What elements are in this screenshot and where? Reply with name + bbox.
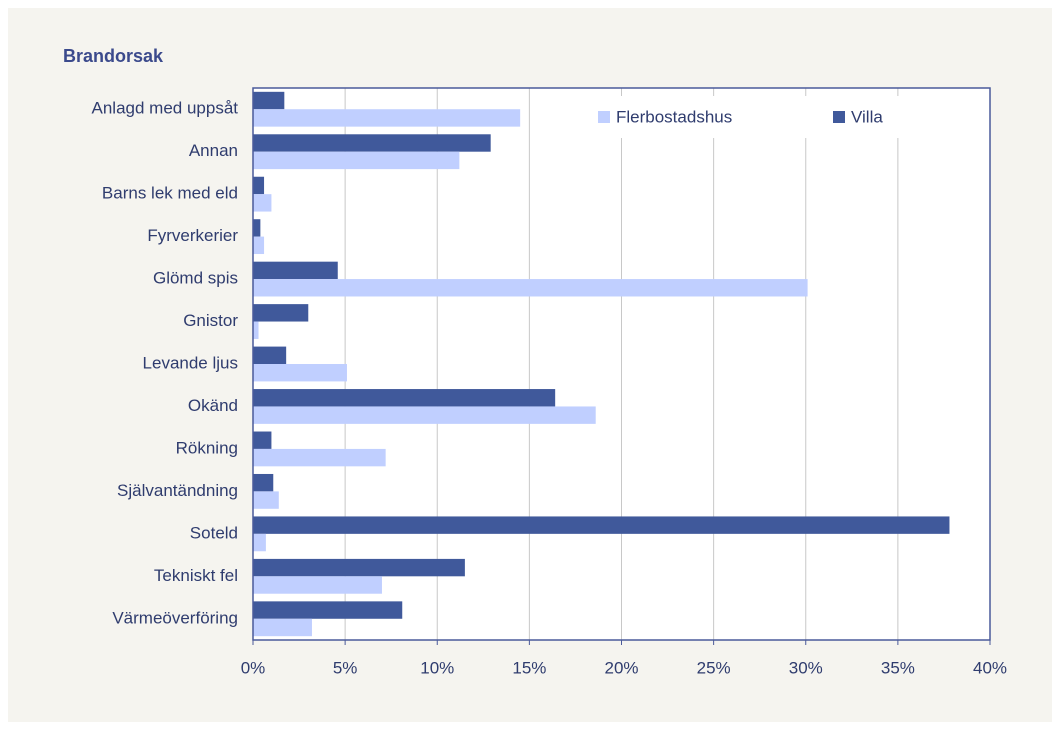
x-tick-label: 10%: [420, 658, 454, 677]
legend-swatch: [598, 111, 610, 123]
bar: [253, 236, 265, 255]
legend-label: Flerbostadshus: [616, 107, 732, 126]
y-tick-label: Levande ljus: [143, 353, 238, 372]
x-tick-label: 15%: [512, 658, 546, 677]
y-tick-label: Soteld: [190, 523, 238, 542]
x-tick-label: 40%: [973, 658, 1007, 677]
bar: [253, 176, 265, 195]
x-tick-label: 0%: [241, 658, 266, 677]
bar: [253, 346, 287, 364]
y-tick-label: Rökning: [176, 438, 238, 457]
bar: [253, 219, 261, 237]
legend-background: [585, 96, 905, 138]
bar: [253, 91, 285, 110]
bar: [253, 321, 259, 339]
y-tick-label: Annan: [189, 141, 238, 160]
y-tick-label: Fyrverkerier: [147, 226, 238, 245]
y-tick-label: Självantändning: [117, 481, 238, 500]
y-tick-label: Okänd: [188, 396, 238, 415]
bar: [253, 491, 279, 509]
chart-title: Brandorsak: [63, 46, 164, 66]
y-tick-label: Värmeöverföring: [112, 608, 238, 627]
bar: [253, 576, 382, 594]
x-tick-label: 25%: [697, 658, 731, 677]
y-tick-label: Glömd spis: [153, 269, 238, 288]
bar: [253, 516, 950, 534]
bar: [253, 261, 338, 280]
bar: [253, 406, 596, 424]
bar: [253, 533, 266, 552]
y-tick-label: Gnistor: [183, 311, 238, 330]
bar: [253, 618, 312, 637]
bar: [253, 134, 491, 152]
bar: [253, 389, 556, 407]
bar: [253, 601, 403, 619]
legend-label: Villa: [851, 107, 883, 126]
x-tick-label: 20%: [604, 658, 638, 677]
x-tick-label: 35%: [881, 658, 915, 677]
bar: [253, 279, 808, 297]
y-tick-label: Anlagd med uppsåt: [92, 99, 239, 118]
x-tick-label: 5%: [333, 658, 358, 677]
plot-border: [252, 87, 991, 641]
legend-swatch: [833, 111, 845, 123]
bar: [253, 558, 465, 577]
y-tick-label: Tekniskt fel: [154, 566, 238, 585]
bar: [253, 194, 272, 212]
bar: [253, 473, 274, 492]
bar: [253, 448, 386, 467]
bar: [253, 151, 460, 170]
bar: [253, 304, 309, 322]
bar: [253, 109, 521, 127]
bar: [253, 364, 347, 382]
bar: [253, 431, 272, 449]
x-tick-label: 30%: [789, 658, 823, 677]
y-tick-label: Barns lek med eld: [102, 184, 238, 203]
